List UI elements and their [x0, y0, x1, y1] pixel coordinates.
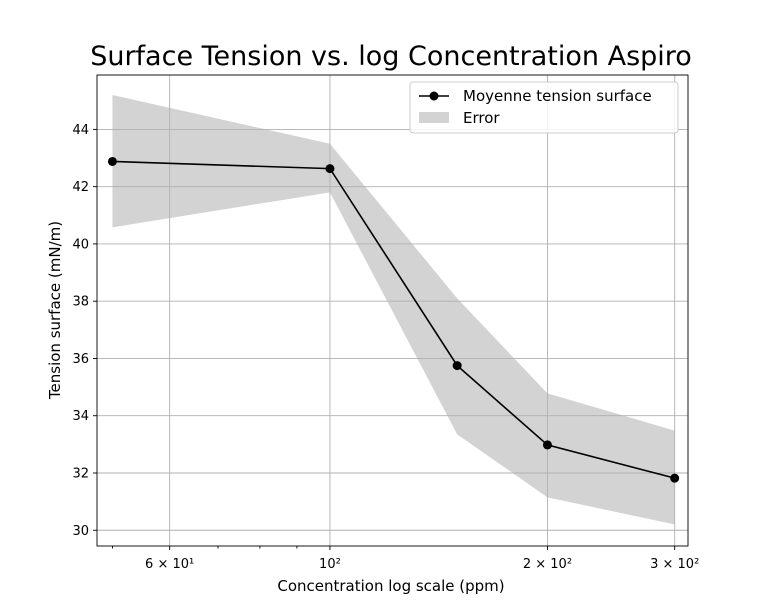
data-point [542, 440, 552, 450]
data-point [325, 164, 335, 174]
y-tick-label: 38 [72, 295, 89, 310]
y-tick-label: 30 [72, 524, 89, 539]
plot-frame [96, 74, 689, 547]
y-tick-label: 40 [72, 237, 89, 252]
data-point [452, 361, 462, 371]
data-point [670, 473, 680, 483]
legend-box [409, 81, 679, 134]
chart-title: Surface Tension vs. log Concentration As… [90, 41, 692, 72]
legend-label-error: Error [463, 109, 500, 127]
y-tick-label: 36 [72, 352, 89, 367]
legend-marker-swatch [429, 91, 439, 101]
y-tick-label: 34 [72, 409, 89, 424]
y-axis-label: Tension surface (mN/m) [46, 221, 64, 400]
error-band [112, 95, 675, 525]
x-tick-label: 3 × 10² [650, 557, 699, 572]
legend: Moyenne tension surface Error [409, 81, 679, 134]
y-tick-label: 32 [72, 466, 89, 481]
plot-area: 30 32 34 36 38 40 42 44 6 × 10¹ 10² 2 × 10² 3 × 10² [72, 74, 699, 572]
data-point [107, 156, 117, 166]
y-tick-label: 44 [72, 123, 89, 138]
x-axis-label: Concentration log scale (ppm) [277, 577, 504, 595]
legend-label-series: Moyenne tension surface [463, 87, 652, 105]
x-tick-label: 2 × 10² [523, 557, 572, 572]
x-tick-label: 6 × 10¹ [145, 557, 194, 572]
y-tick-label: 42 [72, 180, 89, 195]
legend-band-swatch [419, 112, 449, 123]
x-tick-label: 10² [319, 557, 341, 572]
